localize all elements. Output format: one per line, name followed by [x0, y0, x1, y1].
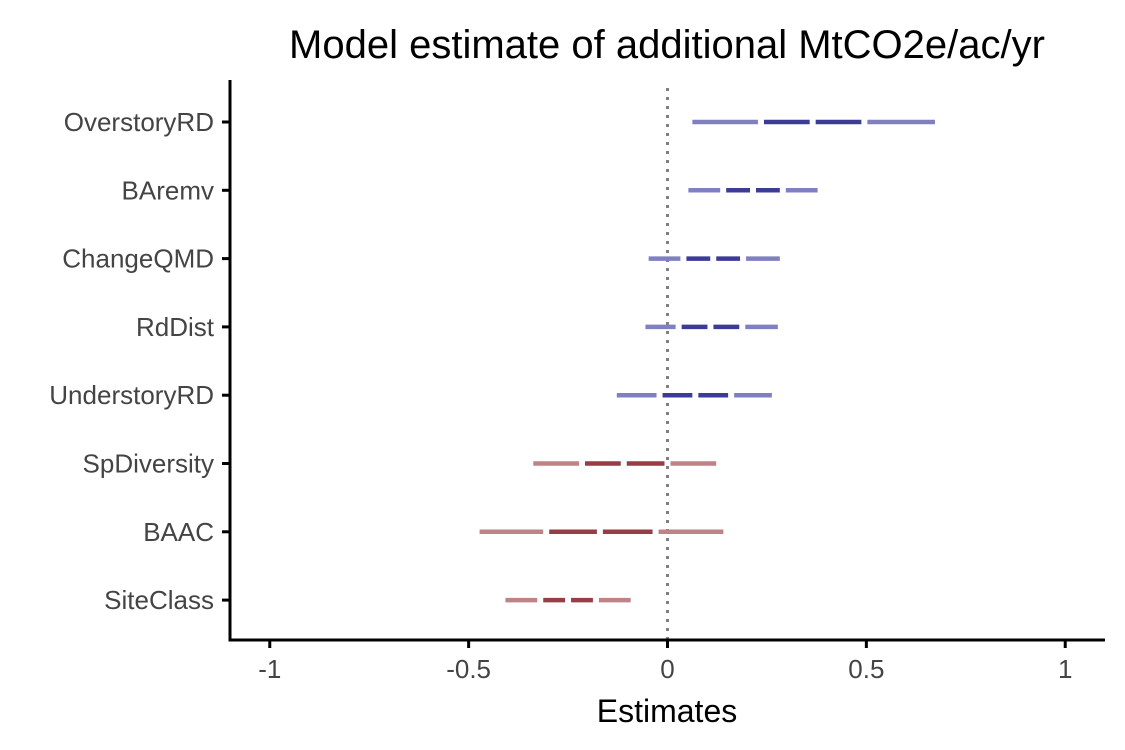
y-tick-label: BAremv: [122, 175, 214, 205]
x-tick-label: -0.5: [446, 654, 491, 684]
chart-title: Model estimate of additional MtCO2e/ac/y…: [289, 23, 1045, 67]
y-tick-label: BAAC: [143, 517, 214, 547]
y-tick-label: SiteClass: [104, 585, 214, 615]
x-tick-label: -1: [258, 654, 281, 684]
y-tick-label: SpDiversity: [83, 449, 214, 479]
x-tick-label: 1: [1058, 654, 1072, 684]
x-tick-label: 0.5: [848, 654, 884, 684]
estimate-bars-layer: [479, 119, 935, 603]
y-tick-label: OverstoryRD: [64, 107, 214, 137]
y-tick-label: UnderstoryRD: [49, 380, 214, 410]
axes-layer: OverstoryRD BAremv ChangeQMD RdDist Understo…: [49, 80, 1105, 684]
x-tick-label: 0: [660, 654, 674, 684]
x-axis-title: Estimates: [597, 693, 737, 729]
y-tick-label: RdDist: [136, 312, 215, 342]
y-tick-label: ChangeQMD: [62, 244, 214, 274]
